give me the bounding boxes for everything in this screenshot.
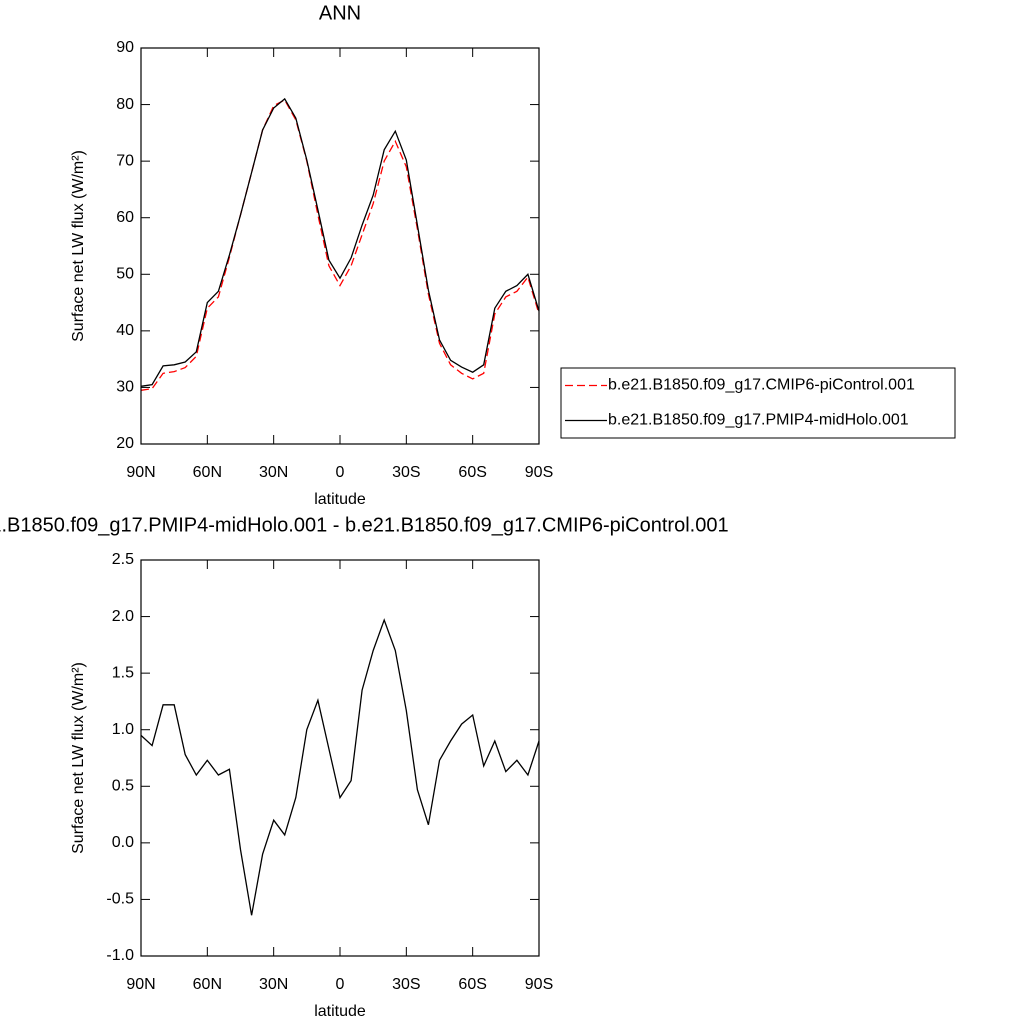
- legend-label: b.e21.B1850.f09_g17.CMIP6-piControl.001: [608, 377, 915, 394]
- y-tick-label: 0.5: [112, 778, 134, 795]
- plot-frame: [140, 559, 540, 957]
- chart-title: ANN: [319, 2, 361, 24]
- y-tick-label: 0.0: [112, 834, 134, 851]
- x-tick-label: 90S: [525, 464, 553, 481]
- x-tick-label: 30S: [392, 976, 420, 993]
- y-tick-label: -1.0: [106, 947, 134, 964]
- x-tick-label: 0: [336, 976, 345, 993]
- y-axis-label: Surface net LW flux (W/m²): [70, 662, 87, 854]
- chart-title: b.e21.B1850.f09_g17.PMIP4-midHolo.001 - …: [0, 514, 729, 536]
- y-tick-label: 70: [116, 152, 134, 169]
- y-tick-label: 90: [116, 39, 134, 56]
- x-tick-label: 60S: [458, 464, 486, 481]
- y-tick-label: 2.0: [112, 608, 134, 625]
- y-tick-label: 20: [116, 435, 134, 452]
- y-tick-label: 1.0: [112, 721, 134, 738]
- y-axis-label: Surface net LW flux (W/m²): [70, 150, 87, 342]
- y-tick-label: 30: [116, 379, 134, 396]
- y-tick-label: 80: [116, 96, 134, 113]
- x-tick-label: 60S: [458, 976, 486, 993]
- x-tick-label: 30N: [259, 464, 288, 481]
- legend-box: [560, 367, 956, 439]
- y-tick-label: -0.5: [106, 891, 134, 908]
- y-tick-label: 60: [116, 209, 134, 226]
- data-line: [140, 618, 540, 916]
- x-tick-label: 90S: [525, 976, 553, 993]
- x-tick-label: 30N: [259, 976, 288, 993]
- x-axis-label: latitude: [314, 1003, 366, 1020]
- plot-frame: [140, 47, 540, 445]
- x-axis-label: latitude: [314, 491, 366, 508]
- y-tick-label: 50: [116, 266, 134, 283]
- x-tick-label: 90N: [126, 976, 155, 993]
- x-tick-label: 0: [336, 464, 345, 481]
- x-tick-label: 60N: [193, 464, 222, 481]
- x-tick-label: 90N: [126, 464, 155, 481]
- data-line: [140, 99, 540, 391]
- data-line: [140, 97, 540, 387]
- x-tick-label: 60N: [193, 976, 222, 993]
- x-tick-label: 30S: [392, 464, 420, 481]
- y-tick-label: 1.5: [112, 664, 134, 681]
- legend-label: b.e21.B1850.f09_g17.PMIP4-midHolo.001: [608, 412, 909, 429]
- y-tick-label: 2.5: [112, 551, 134, 568]
- y-tick-label: 40: [116, 322, 134, 339]
